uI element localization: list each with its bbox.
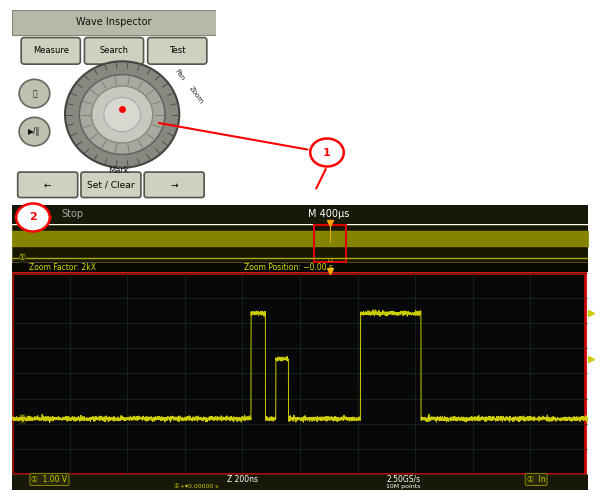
- Text: ▶/‖: ▶/‖: [28, 127, 41, 136]
- Text: 1: 1: [323, 148, 331, 158]
- Bar: [12, 205, 588, 224]
- FancyBboxPatch shape: [85, 38, 143, 64]
- Circle shape: [310, 138, 344, 166]
- FancyBboxPatch shape: [81, 172, 141, 198]
- Text: 2: 2: [29, 212, 37, 222]
- Text: ①+▾0.00000 s: ①+▾0.00000 s: [174, 484, 218, 488]
- Text: Zoom Factor: 2kX: Zoom Factor: 2kX: [29, 263, 96, 272]
- Circle shape: [79, 74, 165, 154]
- Text: Ω: Ω: [328, 258, 332, 262]
- Text: ①  ln: ① ln: [527, 475, 545, 484]
- Text: Zoom: Zoom: [187, 86, 204, 105]
- FancyBboxPatch shape: [144, 172, 204, 198]
- Text: Measure: Measure: [33, 46, 69, 56]
- Circle shape: [19, 80, 50, 108]
- Text: ①: ①: [19, 414, 26, 423]
- Bar: [314, 225, 346, 262]
- Text: ⌕: ⌕: [32, 89, 37, 98]
- Text: 2.50GS/s: 2.50GS/s: [386, 475, 421, 484]
- Circle shape: [92, 86, 153, 143]
- Text: Z 200ns: Z 200ns: [227, 475, 258, 484]
- Text: Zoom Position: −0.00 s: Zoom Position: −0.00 s: [244, 263, 333, 272]
- Text: Stop: Stop: [61, 210, 83, 220]
- Circle shape: [16, 204, 50, 232]
- Text: Wave Inspector: Wave Inspector: [76, 18, 152, 28]
- Bar: [12, 225, 588, 262]
- Text: 10M points: 10M points: [386, 484, 421, 488]
- Text: ①: ①: [19, 253, 26, 262]
- FancyBboxPatch shape: [148, 38, 207, 64]
- Circle shape: [104, 98, 140, 132]
- FancyBboxPatch shape: [18, 172, 77, 198]
- Text: →: →: [170, 180, 178, 190]
- Bar: [12, 262, 588, 272]
- Text: Set / Clear: Set / Clear: [87, 180, 134, 190]
- Text: ←: ←: [44, 180, 52, 190]
- Circle shape: [19, 118, 50, 146]
- Text: Pan: Pan: [173, 68, 185, 82]
- Bar: [12, 475, 588, 490]
- Text: M 400μs: M 400μs: [308, 210, 349, 220]
- FancyBboxPatch shape: [21, 38, 80, 64]
- Bar: [12, 10, 216, 34]
- Bar: [12, 272, 585, 474]
- Text: Mark: Mark: [108, 166, 128, 175]
- Text: ①  1.00 V: ① 1.00 V: [31, 475, 68, 484]
- Text: tek: tek: [20, 210, 40, 220]
- Text: Test: Test: [169, 46, 185, 56]
- Circle shape: [65, 62, 179, 168]
- Text: Search: Search: [100, 46, 128, 56]
